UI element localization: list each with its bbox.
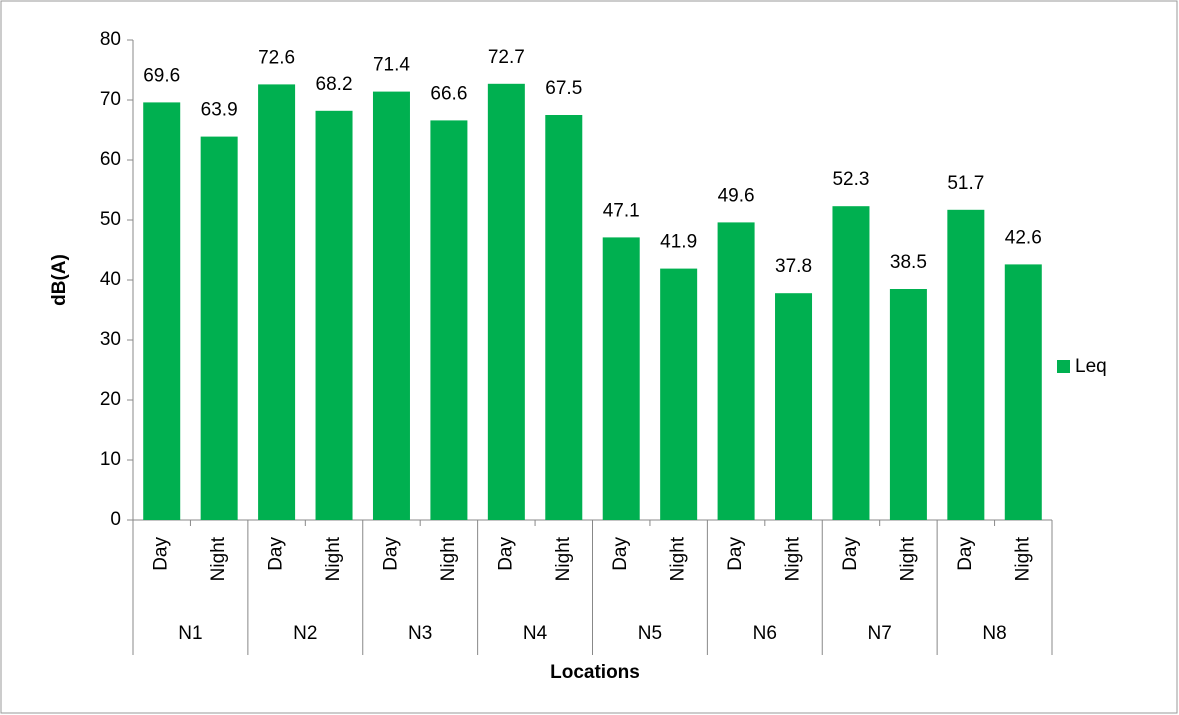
bar bbox=[947, 209, 985, 521]
x-tick-label: Night bbox=[1012, 536, 1033, 581]
data-label: 49.6 bbox=[718, 185, 755, 206]
y-tick-label: 40 bbox=[100, 269, 121, 290]
data-label: 67.5 bbox=[545, 78, 582, 99]
data-label: 71.4 bbox=[373, 55, 410, 76]
bar bbox=[660, 268, 698, 520]
bar bbox=[430, 120, 468, 521]
data-label: 72.6 bbox=[258, 47, 295, 68]
legend-label: Leq bbox=[1075, 356, 1107, 377]
bar bbox=[487, 83, 525, 521]
y-tick-label: 80 bbox=[100, 29, 121, 50]
x-tick-label: Night bbox=[438, 536, 459, 581]
bar bbox=[775, 293, 813, 520]
x-tick-label: Night bbox=[208, 536, 229, 581]
group-label: N8 bbox=[982, 623, 1006, 644]
x-tick-label: Day bbox=[725, 537, 746, 571]
data-label: 69.6 bbox=[143, 65, 180, 86]
group-label: N5 bbox=[638, 623, 662, 644]
bar bbox=[717, 222, 755, 520]
x-tick-label: Night bbox=[553, 536, 574, 581]
data-label: 41.9 bbox=[660, 232, 697, 253]
data-label: 63.9 bbox=[201, 100, 238, 121]
bar bbox=[832, 206, 870, 520]
legend-swatch bbox=[1057, 360, 1070, 373]
data-label: 38.5 bbox=[890, 252, 927, 273]
bar bbox=[258, 84, 296, 521]
data-label: 37.8 bbox=[775, 256, 812, 277]
data-label: 66.6 bbox=[430, 83, 467, 104]
data-label: 72.7 bbox=[488, 47, 525, 68]
y-axis-label: dB(A) bbox=[49, 254, 70, 306]
x-tick-label: Day bbox=[840, 537, 861, 571]
bar bbox=[545, 115, 583, 520]
x-tick-label: Day bbox=[955, 537, 976, 571]
x-axis-label: Locations bbox=[550, 662, 640, 683]
group-label: N4 bbox=[523, 623, 548, 644]
x-tick-label: Day bbox=[610, 537, 631, 571]
bar bbox=[889, 289, 927, 520]
y-tick-label: 70 bbox=[100, 89, 121, 110]
bar bbox=[315, 110, 353, 521]
group-label: N6 bbox=[753, 623, 777, 644]
x-tick-label: Day bbox=[495, 537, 516, 571]
bar bbox=[602, 237, 640, 520]
bar bbox=[372, 91, 410, 520]
x-tick-label: Night bbox=[323, 536, 344, 581]
bar bbox=[143, 102, 181, 521]
x-tick-label: Day bbox=[151, 537, 172, 571]
bar bbox=[200, 136, 238, 520]
y-tick-label: 0 bbox=[110, 509, 121, 530]
group-label: N7 bbox=[868, 623, 892, 644]
y-tick-label: 60 bbox=[100, 149, 121, 170]
data-label: 68.2 bbox=[316, 74, 353, 95]
group-label: N2 bbox=[293, 623, 317, 644]
y-tick-label: 50 bbox=[100, 209, 121, 230]
group-label: N3 bbox=[408, 623, 432, 644]
y-tick-label: 10 bbox=[100, 449, 121, 470]
data-label: 42.6 bbox=[1005, 227, 1042, 248]
y-tick-label: 30 bbox=[100, 329, 121, 350]
y-tick-label: 20 bbox=[100, 389, 121, 410]
x-tick-label: Day bbox=[380, 537, 401, 571]
x-tick-label: Night bbox=[668, 536, 689, 581]
data-label: 51.7 bbox=[947, 173, 984, 194]
x-tick-label: Night bbox=[783, 536, 804, 581]
data-label: 47.1 bbox=[603, 200, 640, 221]
data-label: 52.3 bbox=[832, 169, 869, 190]
x-tick-label: Day bbox=[266, 537, 287, 571]
bar bbox=[1004, 264, 1042, 520]
x-tick-label: Night bbox=[897, 536, 918, 581]
group-label: N1 bbox=[178, 623, 202, 644]
